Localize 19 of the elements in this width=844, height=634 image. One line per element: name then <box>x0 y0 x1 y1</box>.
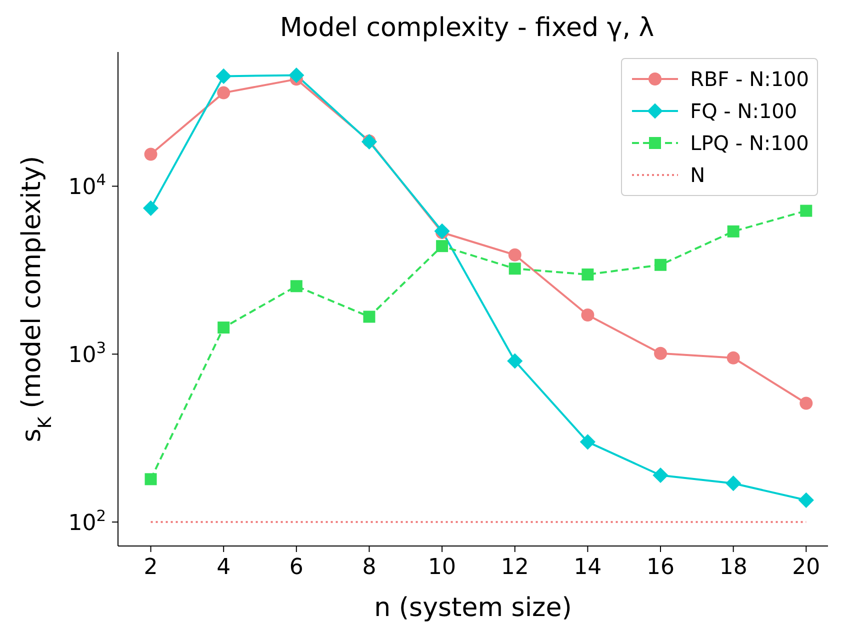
x-tick-label: 20 <box>792 555 820 580</box>
chart-title: Model complexity - fixed γ, λ <box>280 13 654 43</box>
x-tick-label: 2 <box>144 555 158 580</box>
legend-label: RBF - N:100 <box>690 67 809 91</box>
x-tick-label: 18 <box>719 555 748 580</box>
y-tick-label: 10$^{4}$ <box>68 171 106 200</box>
y-tick-label: 10$^{3}$ <box>68 339 106 368</box>
legend-label: LPQ - N:100 <box>690 131 809 155</box>
x-axis-title: n (system size) <box>374 593 572 623</box>
legend-label: N <box>690 163 706 187</box>
x-tick-label: 16 <box>646 555 675 580</box>
x-tick-label: 8 <box>362 555 376 580</box>
x-tick-label: 14 <box>574 555 602 580</box>
x-tick-label: 6 <box>289 555 304 580</box>
x-tick-label: 4 <box>216 555 231 580</box>
x-tick-label: 12 <box>500 555 529 580</box>
y-tick-label: 10$^{2}$ <box>68 507 106 536</box>
legend-label: FQ - N:100 <box>690 99 798 123</box>
x-tick-label: 10 <box>428 555 456 580</box>
